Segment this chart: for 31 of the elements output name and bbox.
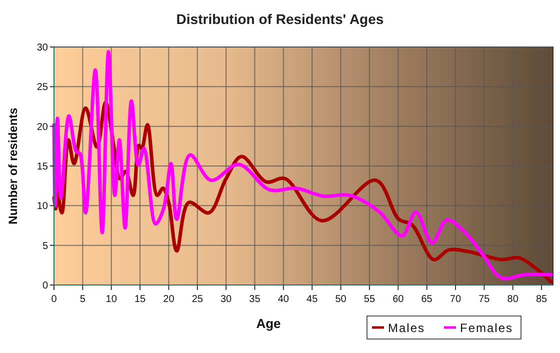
x-tick-label: 55 — [364, 294, 376, 305]
y-tick-label: 25 — [36, 82, 48, 94]
y-tick-label: 5 — [42, 240, 48, 252]
x-tick-label: 65 — [421, 294, 433, 305]
line-series — [52, 50, 554, 280]
legend-label: Females — [460, 321, 514, 335]
x-tick-label: 10 — [106, 294, 118, 305]
x-tick-label: 40 — [278, 294, 290, 305]
y-tick-label: 20 — [36, 122, 48, 133]
y-axis-title: Number of residents — [6, 107, 20, 224]
chart-title: Distribution of Residents' Ages — [176, 11, 384, 27]
x-tick-label: 50 — [335, 294, 347, 305]
x-tick-label: 25 — [192, 294, 204, 305]
x-tick-label: 5 — [80, 294, 86, 305]
y-tick-label: 30 — [36, 42, 48, 54]
y-tick-label: 10 — [36, 201, 48, 212]
x-tick-label: 85 — [536, 294, 548, 305]
x-tick-label: 80 — [507, 294, 519, 305]
legend-label: Males — [388, 321, 426, 335]
x-tick-label: 20 — [163, 294, 175, 305]
x-tick-label: 45 — [306, 294, 318, 305]
x-tick-label: 70 — [450, 294, 462, 305]
x-tick-label: 15 — [134, 294, 146, 305]
y-tick-label: 15 — [36, 162, 48, 172]
x-tick-label: 0 — [51, 294, 58, 305]
x-tick-label: 30 — [220, 294, 232, 305]
x-tick-label: 60 — [392, 294, 404, 305]
x-tick-label: 35 — [249, 294, 261, 305]
y-tick-label: 0 — [42, 280, 48, 292]
x-axis-title: Age — [256, 316, 281, 331]
x-tick-label: 75 — [478, 294, 490, 305]
